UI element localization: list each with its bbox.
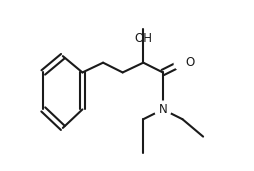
Text: N: N: [158, 103, 167, 116]
Circle shape: [174, 54, 191, 71]
Text: OH: OH: [134, 32, 152, 45]
Circle shape: [155, 101, 171, 118]
Text: O: O: [186, 56, 195, 69]
